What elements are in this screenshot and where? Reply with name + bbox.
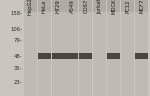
Text: HT29: HT29 <box>56 0 61 13</box>
Bar <box>65 53 78 59</box>
Text: MDCK: MDCK <box>111 0 116 14</box>
Bar <box>93 0 106 12</box>
Bar <box>135 0 148 12</box>
Bar <box>135 12 148 96</box>
Bar <box>38 53 51 59</box>
Text: 106-: 106- <box>11 27 22 32</box>
Text: Jurkat: Jurkat <box>97 0 102 14</box>
Bar <box>24 12 37 96</box>
Bar <box>38 0 51 12</box>
Bar <box>52 53 64 59</box>
Bar <box>38 12 51 96</box>
Bar <box>65 12 78 96</box>
Bar <box>65 0 78 12</box>
Bar <box>107 53 120 59</box>
Bar <box>107 12 120 96</box>
Text: HepG2: HepG2 <box>28 0 33 15</box>
Text: MCF7: MCF7 <box>139 0 144 14</box>
Text: 79-: 79- <box>14 38 22 43</box>
Bar <box>79 0 92 12</box>
Bar <box>135 53 148 59</box>
Bar <box>79 53 92 59</box>
Bar <box>79 12 92 96</box>
Text: 35-: 35- <box>14 66 22 71</box>
Text: COS7: COS7 <box>83 0 88 13</box>
Bar <box>121 0 134 12</box>
Text: HeLa: HeLa <box>42 0 47 13</box>
Bar <box>93 12 106 96</box>
Text: 48-: 48- <box>14 54 22 59</box>
Text: A549: A549 <box>69 0 74 13</box>
Bar <box>52 12 64 96</box>
Bar <box>24 0 37 12</box>
Text: 23-: 23- <box>14 80 22 85</box>
Bar <box>107 0 120 12</box>
Text: 158-: 158- <box>11 11 22 16</box>
Bar <box>52 0 64 12</box>
Text: PC12: PC12 <box>125 0 130 13</box>
Bar <box>121 12 134 96</box>
